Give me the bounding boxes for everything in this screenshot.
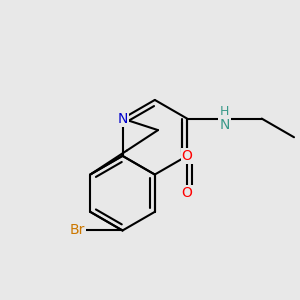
Text: Br: Br: [70, 224, 85, 238]
Text: O: O: [182, 149, 193, 163]
Text: N: N: [219, 118, 230, 133]
Text: H: H: [220, 105, 229, 118]
Text: O: O: [182, 186, 193, 200]
Text: N: N: [117, 112, 128, 126]
